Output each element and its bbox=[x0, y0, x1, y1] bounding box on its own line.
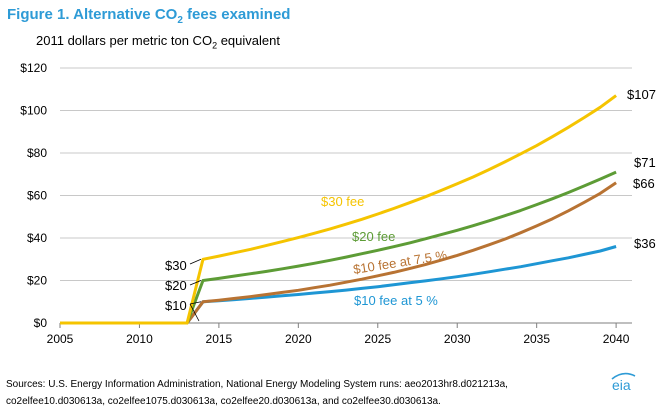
x-tick-label: 2020 bbox=[285, 332, 312, 346]
series-label: $20 fee bbox=[352, 229, 395, 244]
x-tick-label: 2035 bbox=[523, 332, 550, 346]
series-line-1 bbox=[60, 94, 617, 325]
series-label: $10 fee at 5 % bbox=[354, 293, 438, 308]
eia-logo: eia bbox=[611, 372, 636, 392]
y-axis-unit-label: 2011 dollars per metric ton CO2 equivale… bbox=[36, 33, 280, 51]
x-tick-label: 2030 bbox=[444, 332, 471, 346]
leader-line bbox=[189, 280, 202, 286]
end-value-label: $107 bbox=[627, 87, 656, 102]
end-value-label: $66 bbox=[633, 176, 655, 191]
y-tick-label: $0 bbox=[34, 316, 48, 330]
x-tick-label: 2015 bbox=[206, 332, 233, 346]
x-tick-label: 2005 bbox=[47, 332, 74, 346]
end-value-label: $36 bbox=[634, 236, 656, 251]
start-value-label: $10 bbox=[165, 298, 187, 313]
eia-logo-text: eia bbox=[612, 377, 631, 392]
y-tick-label: $100 bbox=[20, 104, 47, 118]
y-tick-label: $80 bbox=[27, 146, 47, 160]
source-note: Sources: U.S. Energy Information Adminis… bbox=[6, 376, 508, 410]
leader-line bbox=[189, 303, 200, 322]
series-label: $30 fee bbox=[321, 194, 364, 209]
y-tick-label: $40 bbox=[27, 231, 47, 245]
x-tick-label: 2010 bbox=[126, 332, 153, 346]
figure-title: Figure 1. Alternative CO2 fees examined bbox=[7, 6, 291, 26]
end-value-label: $71 bbox=[634, 155, 656, 170]
x-tick-label: 2040 bbox=[603, 332, 630, 346]
source-line-2: co2elfee10.d030613a, co2elfee1075.d03061… bbox=[6, 396, 441, 407]
start-value-label: $30 bbox=[165, 258, 187, 273]
source-line-1: Sources: U.S. Energy Information Adminis… bbox=[6, 379, 508, 390]
x-tick-label: 2025 bbox=[364, 332, 391, 346]
y-tick-label: $60 bbox=[27, 189, 47, 203]
y-tick-label: $20 bbox=[27, 274, 47, 288]
start-value-label: $20 bbox=[165, 278, 187, 293]
leader-line bbox=[189, 301, 202, 305]
y-tick-label: $120 bbox=[20, 61, 47, 75]
leader-line bbox=[189, 258, 202, 265]
